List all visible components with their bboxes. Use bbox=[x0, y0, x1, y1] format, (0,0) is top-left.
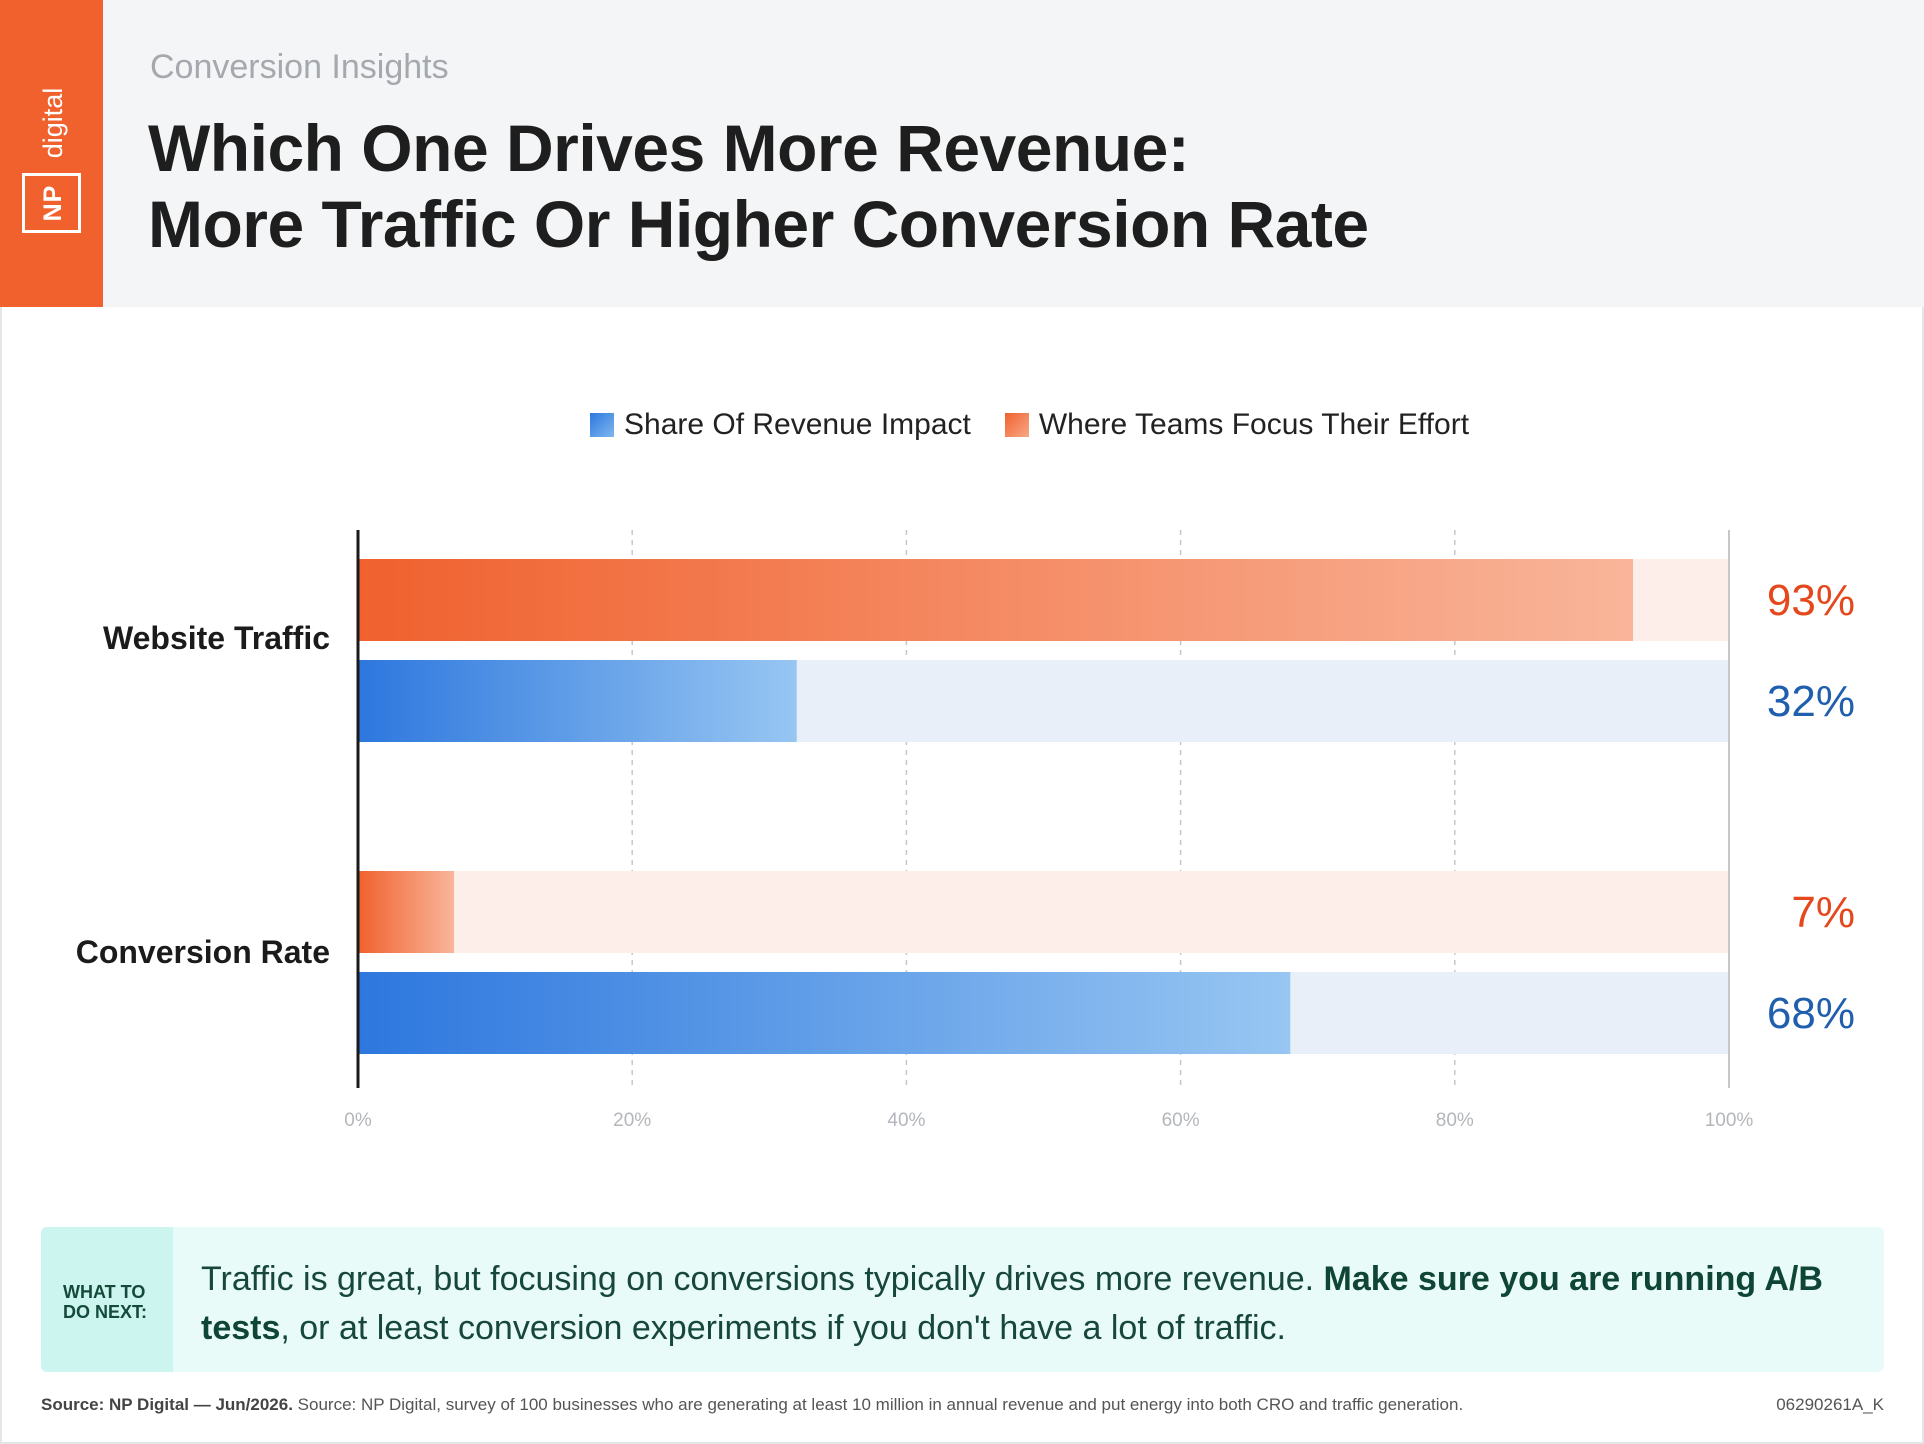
brand-logo: NP digital bbox=[0, 0, 103, 307]
bar bbox=[358, 871, 454, 953]
chart-legend: Share Of Revenue Impact Where Teams Focu… bbox=[590, 405, 1503, 445]
footer-source-text: Source: NP Digital, survey of 100 busine… bbox=[292, 1395, 1464, 1414]
title-line-2: More Traffic Or Higher Conversion Rate bbox=[148, 187, 1369, 261]
footer-source-bold: Source: NP Digital — Jun/2026. bbox=[41, 1395, 293, 1414]
callout-text-plain-1: Traffic is great, but focusing on conver… bbox=[201, 1260, 1324, 1298]
page-title: Which One Drives More Revenue: More Traf… bbox=[148, 110, 1369, 262]
legend-item-revenue: Share Of Revenue Impact bbox=[590, 408, 971, 442]
title-line-1: Which One Drives More Revenue: bbox=[148, 111, 1190, 185]
callout-tag-line-2: DO NEXT: bbox=[63, 1302, 148, 1322]
header: NP digital Conversion Insights Which One… bbox=[0, 0, 1924, 307]
bar bbox=[358, 559, 1634, 641]
bar-value-label: 32% bbox=[1767, 677, 1855, 726]
kicker: Conversion Insights bbox=[150, 48, 449, 86]
bar bbox=[358, 972, 1291, 1054]
bar-track bbox=[358, 871, 1729, 953]
legend-label-effort: Where Teams Focus Their Effort bbox=[1038, 408, 1470, 441]
legend-swatch-blue bbox=[590, 413, 614, 437]
x-tick-label: 40% bbox=[887, 1110, 925, 1131]
bar-value-label: 7% bbox=[1791, 888, 1855, 937]
x-tick-label: 60% bbox=[1162, 1110, 1200, 1131]
callout-text-plain-2: , or at least conversion experiments if … bbox=[280, 1309, 1286, 1347]
legend-swatch-orange bbox=[1004, 413, 1029, 437]
bar bbox=[358, 660, 797, 742]
x-tick-label: 80% bbox=[1436, 1110, 1474, 1131]
callout-tag: WHAT TO DO NEXT: bbox=[41, 1227, 173, 1372]
what-to-do-next-callout: WHAT TO DO NEXT: Traffic is great, but f… bbox=[41, 1227, 1884, 1372]
bar-value-label: 68% bbox=[1767, 989, 1855, 1038]
footer-code: 06290261A_K bbox=[1776, 1395, 1884, 1414]
callout-text: Traffic is great, but focusing on conver… bbox=[201, 1255, 1841, 1353]
x-tick-label: 20% bbox=[613, 1110, 651, 1131]
legend-item-effort: Where Teams Focus Their Effort bbox=[1004, 408, 1470, 442]
callout-tag-line-1: WHAT TO bbox=[63, 1282, 146, 1302]
logo-box bbox=[22, 173, 81, 233]
category-label-website-traffic: Website Traffic bbox=[102, 620, 330, 656]
category-label-conversion-rate: Conversion Rate bbox=[75, 934, 330, 970]
footer-source: Source: NP Digital — Jun/2026. Source: N… bbox=[41, 1395, 1463, 1415]
x-tick-label: 100% bbox=[1705, 1110, 1754, 1131]
bar-value-label: 93% bbox=[1767, 576, 1855, 625]
legend-label-revenue: Share Of Revenue Impact bbox=[624, 408, 971, 441]
callout-text-bold: Make sure you are running A/B tests bbox=[201, 1260, 1823, 1347]
callout-tag-text: WHAT TO DO NEXT: bbox=[63, 1282, 163, 1322]
x-tick-label: 0% bbox=[344, 1110, 372, 1131]
